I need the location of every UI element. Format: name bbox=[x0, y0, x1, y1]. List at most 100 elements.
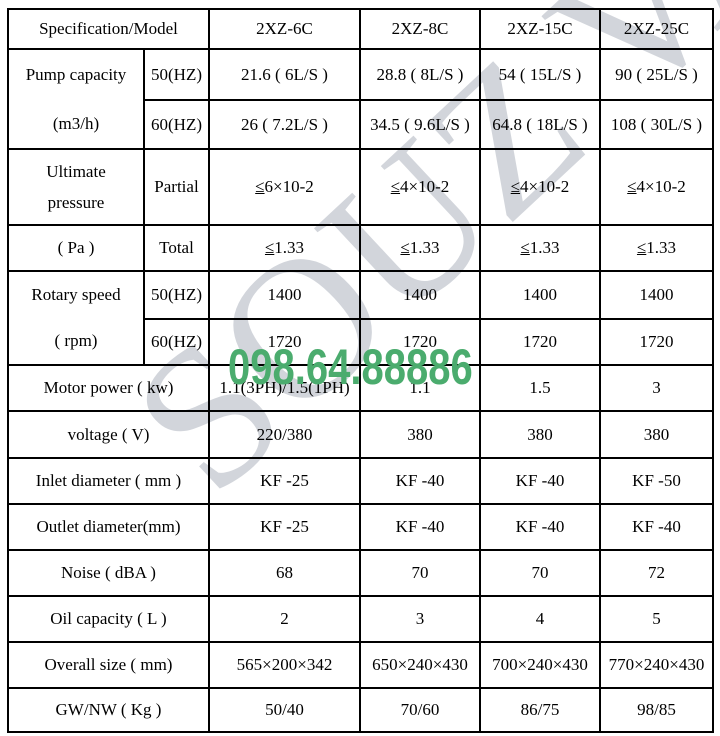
row-label-motor-power: Motor power ( kw) bbox=[7, 364, 210, 412]
row-label-noise: Noise ( dBA ) bbox=[7, 549, 210, 597]
row-label-line: Ultimate bbox=[46, 162, 106, 181]
table-cell: 565×200×342 bbox=[208, 641, 361, 689]
row-label-line: Pump capacity bbox=[25, 65, 127, 84]
table-row: GW/NW ( Kg ) 50/40 70/60 86/75 98/85 bbox=[7, 687, 714, 733]
table-row: 60(HZ) 1720 1720 1720 1720 bbox=[8, 317, 714, 366]
table-cell: ≤4×10-2 bbox=[599, 148, 714, 226]
table-row: Overall size ( mm) 565×200×342 650×240×4… bbox=[7, 641, 714, 689]
row-label-voltage: voltage ( V) bbox=[7, 410, 210, 459]
table-cell: 70 bbox=[359, 549, 481, 597]
table-row: ( Pa ) Total ≤1.33 ≤1.33 ≤1.33 ≤1.33 bbox=[7, 224, 714, 272]
header-spec-model-cell: Specification/Model bbox=[7, 8, 210, 50]
table-cell: 108 ( 30L/S ) bbox=[599, 99, 714, 150]
table-cell: 380 bbox=[479, 410, 601, 459]
table-row: voltage ( V) 220/380 380 380 380 bbox=[7, 410, 714, 459]
row-label-line: ( rpm) bbox=[54, 331, 98, 350]
sub-label-partial: Partial bbox=[143, 148, 210, 226]
row-label-ultimate-pressure: Ultimate pressure bbox=[7, 148, 145, 226]
table-cell: 86/75 bbox=[479, 687, 601, 733]
table-cell: 1400 bbox=[208, 270, 361, 320]
table-cell: KF -40 bbox=[359, 457, 481, 505]
table-row: Rotary speed ( rpm) 50(HZ) 1400 1400 140… bbox=[7, 270, 714, 366]
table-cell: 64.8 ( 18L/S ) bbox=[479, 99, 601, 150]
table-cell: 98/85 bbox=[599, 687, 714, 733]
table-cell: 70 bbox=[479, 549, 601, 597]
sub-label-60hz: 60(HZ) bbox=[143, 99, 210, 150]
table-cell: 28.8 ( 8L/S ) bbox=[359, 47, 481, 102]
table-cell: KF -40 bbox=[479, 457, 601, 505]
table-cell: 380 bbox=[599, 410, 714, 459]
table-cell: 50/40 bbox=[208, 687, 361, 733]
phone-number-overlay: 098.64.88886 bbox=[228, 339, 473, 395]
table-row: Pump capacity (m3/h) 50(HZ) 21.6 ( 6L/S … bbox=[7, 47, 714, 150]
table-cell: ≤1.33 bbox=[599, 224, 714, 272]
table-cell: KF -40 bbox=[479, 503, 601, 551]
row-label-line: Rotary speed bbox=[31, 285, 121, 304]
row-label-gw-nw: GW/NW ( Kg ) bbox=[7, 687, 210, 733]
table-cell: KF -40 bbox=[599, 503, 714, 551]
table-cell: 1400 bbox=[599, 270, 714, 320]
table-row: Ultimate pressure Partial ≤6×10-2 ≤4×10-… bbox=[7, 148, 714, 226]
header-model-cell: 2XZ-15C bbox=[479, 8, 601, 50]
table-cell: 1720 bbox=[479, 317, 601, 366]
table-row: Noise ( dBA ) 68 70 70 72 bbox=[7, 549, 714, 597]
table-cell: 1720 bbox=[599, 317, 714, 366]
table-cell: 700×240×430 bbox=[479, 641, 601, 689]
table-cell: ≤4×10-2 bbox=[359, 148, 481, 226]
table-cell: 3 bbox=[599, 364, 714, 412]
row-label-pump-capacity: Pump capacity (m3/h) bbox=[7, 48, 145, 150]
sub-label-60hz: 60(HZ) bbox=[143, 317, 210, 366]
row-label-outlet-diameter: Outlet diameter(mm) bbox=[7, 503, 210, 551]
row-label-inlet-diameter: Inlet diameter ( mm ) bbox=[7, 457, 210, 505]
table-cell: 770×240×430 bbox=[599, 641, 714, 689]
table-row: Motor power ( kw) 1.1(3PH)/1.5(1PH) 1.1 … bbox=[7, 364, 714, 412]
table-cell: 72 bbox=[599, 549, 714, 597]
table-cell: KF -40 bbox=[359, 503, 481, 551]
table-cell: KF -25 bbox=[208, 503, 361, 551]
table-cell: ≤6×10-2 bbox=[208, 148, 361, 226]
header-model-cell: 2XZ-25C bbox=[599, 8, 714, 50]
row-label-line: pressure bbox=[47, 193, 105, 212]
table-cell: 26 ( 7.2L/S ) bbox=[208, 99, 361, 150]
table-cell: 1.5 bbox=[479, 364, 601, 412]
table-cell: 1.1 bbox=[359, 364, 481, 412]
table-cell: ≤4×10-2 bbox=[479, 148, 601, 226]
table-cell: 650×240×430 bbox=[359, 641, 481, 689]
table-cell: 1400 bbox=[479, 270, 601, 320]
table-row: Oil capacity ( L ) 2 3 4 5 bbox=[7, 595, 714, 643]
header-model-cell: 2XZ-8C bbox=[359, 8, 481, 50]
table-cell: 34.5 ( 9.6L/S ) bbox=[359, 99, 481, 150]
table-cell: 380 bbox=[359, 410, 481, 459]
sub-label-50hz: 50(HZ) bbox=[143, 270, 210, 320]
table-cell: KF -50 bbox=[599, 457, 714, 505]
table-cell: ≤1.33 bbox=[479, 224, 601, 272]
table-cell: ≤1.33 bbox=[359, 224, 481, 272]
sub-label-total: Total bbox=[143, 224, 210, 272]
sub-label-50hz: 50(HZ) bbox=[143, 47, 210, 102]
row-label-overall-size: Overall size ( mm) bbox=[7, 641, 210, 689]
table-cell: 68 bbox=[208, 549, 361, 597]
table-row: Specification/Model 2XZ-6C 2XZ-8C 2XZ-15… bbox=[7, 8, 714, 50]
table-cell: 4 bbox=[479, 595, 601, 643]
table-cell: 1400 bbox=[359, 270, 481, 320]
table-cell: 54 ( 15L/S ) bbox=[479, 47, 601, 102]
table-cell: 1720 bbox=[359, 317, 481, 366]
table-cell: 220/380 bbox=[208, 410, 361, 459]
table-cell: 21.6 ( 6L/S ) bbox=[208, 47, 361, 102]
table-cell: KF -25 bbox=[208, 457, 361, 505]
table-row: 60(HZ) 26 ( 7.2L/S ) 34.5 ( 9.6L/S ) 64.… bbox=[8, 99, 714, 150]
table-row: Outlet diameter(mm) KF -25 KF -40 KF -40… bbox=[7, 503, 714, 551]
table-row: Inlet diameter ( mm ) KF -25 KF -40 KF -… bbox=[7, 457, 714, 505]
row-label-pa: ( Pa ) bbox=[7, 224, 145, 272]
row-label-line: (m3/h) bbox=[52, 114, 100, 133]
table-cell: 1720 bbox=[208, 317, 361, 366]
table-cell: 5 bbox=[599, 595, 714, 643]
table-cell: 3 bbox=[359, 595, 481, 643]
row-label-rotary-speed: Rotary speed ( rpm) bbox=[7, 270, 145, 366]
spec-table: Specification/Model 2XZ-6C 2XZ-8C 2XZ-15… bbox=[7, 8, 714, 733]
row-label-oil-capacity: Oil capacity ( L ) bbox=[7, 595, 210, 643]
table-cell: 90 ( 25L/S ) bbox=[599, 47, 714, 102]
table-cell: 70/60 bbox=[359, 687, 481, 733]
header-model-cell: 2XZ-6C bbox=[208, 8, 361, 50]
